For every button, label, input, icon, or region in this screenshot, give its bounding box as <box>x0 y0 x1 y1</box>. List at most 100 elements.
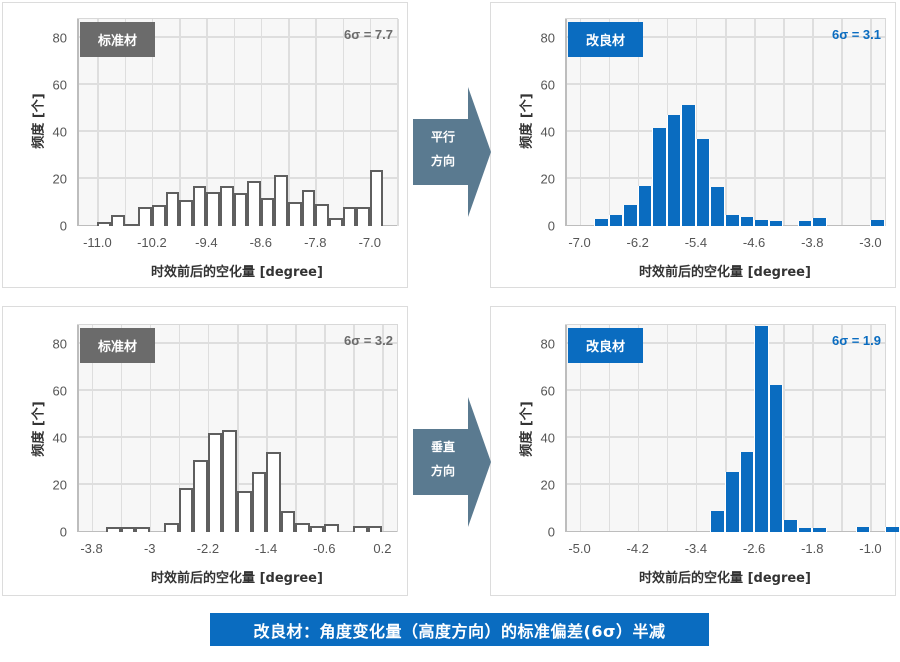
material-tag: 标准材 <box>80 328 155 363</box>
x-axis-label: 时效前后的空化量 [degree] <box>151 571 323 586</box>
arrow-vertical-direction: 垂直 方向 <box>413 397 491 527</box>
histogram-bar <box>178 488 194 532</box>
grid-line-vertical <box>397 19 399 226</box>
x-tick-label: -6.2 <box>626 235 649 250</box>
y-tick-label: 40 <box>52 430 67 446</box>
grid-line-horizontal <box>77 436 397 438</box>
grid-line-vertical <box>695 325 698 532</box>
grid-line-vertical <box>324 325 326 532</box>
y-tick-label: 40 <box>540 430 555 446</box>
histogram-bar <box>681 104 696 226</box>
histogram-bar <box>151 204 166 226</box>
grid-line-vertical <box>725 325 727 532</box>
histogram-bar <box>135 527 150 532</box>
grid-line-vertical <box>97 19 99 226</box>
sigma-annotation: 6σ = 3.2 <box>343 333 393 348</box>
grid-line-horizontal <box>77 83 397 85</box>
grid-line-vertical <box>315 19 317 226</box>
x-tick-label: -11.0 <box>83 235 112 250</box>
grid-line-vertical <box>295 325 297 532</box>
arrow-parallel-direction: 平行 方向 <box>413 87 491 217</box>
material-tag: 标准材 <box>80 22 155 57</box>
histogram-bar <box>783 520 798 532</box>
y-axis-label: 频度 [个] <box>31 401 47 457</box>
grid-line-horizontal <box>77 36 397 38</box>
grid-line-horizontal <box>565 130 885 132</box>
chart-panel-vertical-improved: 0 20 40 60 80 -5.0 -4.2 -3.4 -2.6 -1.8 -1.0 改良材 6σ =… <box>490 306 900 596</box>
grid-line-horizontal <box>77 130 397 132</box>
grid-line-vertical <box>288 19 290 226</box>
sigma-annotation: 6σ = 3.1 <box>831 27 881 42</box>
y-tick-label: 80 <box>540 336 555 352</box>
y-axis <box>77 325 79 532</box>
sigma-annotation: 6σ = 7.7 <box>343 27 393 42</box>
grid-line-vertical <box>608 325 611 532</box>
histogram-bar <box>233 193 248 226</box>
grid-line-horizontal <box>565 342 885 344</box>
y-tick-label: 20 <box>52 477 67 493</box>
histogram-bar <box>367 526 383 532</box>
histogram-bar <box>353 526 368 532</box>
material-tag: 改良材 <box>568 22 643 57</box>
grid-line-horizontal <box>77 389 397 391</box>
grid-line-vertical <box>870 19 872 226</box>
x-tick-label: -7.8 <box>304 235 327 250</box>
histogram-bar <box>280 510 296 532</box>
x-tick-label: -4.6 <box>742 235 766 250</box>
grid-line-vertical <box>783 325 785 532</box>
grid-line-vertical <box>233 19 236 226</box>
y-tick-label: 40 <box>540 124 555 140</box>
histogram-bar <box>251 472 267 532</box>
histogram-bar <box>219 186 234 226</box>
grid-line-vertical <box>178 325 181 532</box>
y-tick-label: 0 <box>547 218 555 234</box>
histogram-bar <box>342 207 357 226</box>
grid-line-vertical <box>695 19 698 226</box>
grid-line-vertical <box>870 325 872 532</box>
histogram-bar <box>812 528 827 532</box>
histogram-bar <box>315 203 329 226</box>
plot-area: 0 20 40 60 80 -3.8 -3 -2.2 -1.4 -0.6 0.2 标准材 6σ = 3.… <box>53 324 398 556</box>
plot-area: 0 20 40 60 80 -11.0 -10.2 -9.4 -8.6 -7.8 -7.0 标准材 6σ… <box>53 18 399 250</box>
grid-line-vertical <box>369 19 372 226</box>
y-tick-label: 0 <box>59 218 67 234</box>
histogram-bar <box>695 138 711 226</box>
histogram-bar <box>120 527 136 532</box>
grid-line-vertical <box>637 19 640 226</box>
histogram-bar <box>623 204 638 226</box>
histogram-bar <box>192 186 207 226</box>
y-tick-label: 0 <box>59 524 67 540</box>
x-tick-label: -3 <box>143 541 156 556</box>
grid-line-vertical <box>237 325 239 532</box>
sigma-annotation: 6σ = 1.9 <box>831 333 881 348</box>
y-tick-label: 60 <box>52 77 67 93</box>
y-tick-label: 80 <box>540 30 555 46</box>
histogram-bar <box>797 221 813 226</box>
x-tick-label: -3.4 <box>684 541 708 556</box>
grid-line-vertical <box>120 325 123 532</box>
grid-line-vertical <box>260 19 263 226</box>
histogram-bar <box>295 522 310 532</box>
grid-line-horizontal <box>565 177 885 179</box>
x-tick-label: -7.0 <box>568 235 591 250</box>
plot-area: 0 20 40 60 80 -5.0 -4.2 -3.4 -2.6 -1.8 -1.0 改良材 6σ =… <box>541 324 900 556</box>
histogram-bar <box>206 191 220 226</box>
arrow-label-line2: 方向 <box>430 464 455 478</box>
grid-line-vertical <box>812 325 814 532</box>
histogram-bar <box>855 527 871 532</box>
x-tick-label: -9.4 <box>195 235 218 250</box>
arrow-label-line1: 垂直 <box>430 440 455 454</box>
histogram-bar <box>97 222 112 226</box>
x-tick-label: -1.4 <box>254 541 278 556</box>
grid-line-horizontal <box>77 342 397 344</box>
grid-line-vertical <box>725 19 727 226</box>
grid-line-vertical <box>149 325 152 532</box>
grid-line-vertical <box>179 19 181 226</box>
histogram-bar <box>369 169 384 226</box>
y-tick-label: 20 <box>52 171 67 187</box>
grid-line-vertical <box>206 19 208 226</box>
grid-line-vertical <box>812 19 814 226</box>
histogram-bar <box>725 215 740 226</box>
x-tick-label: -3.8 <box>801 235 824 250</box>
y-axis-label: 频度 [个] <box>31 93 47 149</box>
